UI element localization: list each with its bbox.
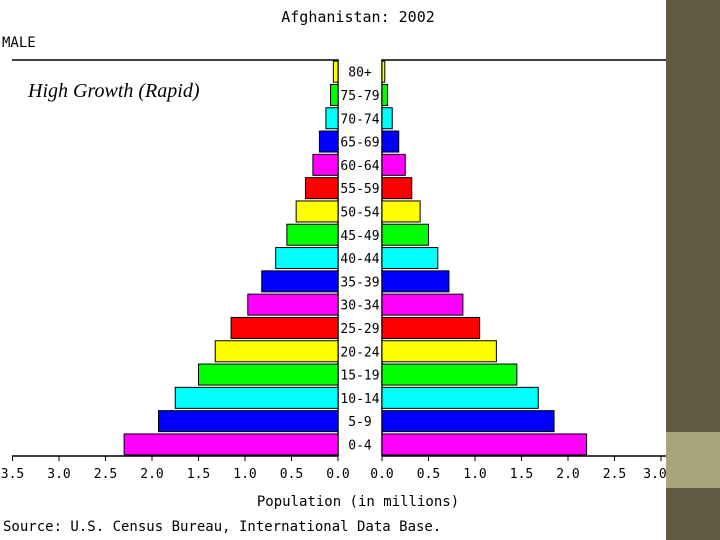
right-tick-label: 1.0 xyxy=(463,467,486,482)
female-bar-10-14 xyxy=(381,386,539,409)
female-bar-15-19 xyxy=(381,363,518,386)
male-bar-5-9 xyxy=(158,410,339,433)
left-tick-label: 2.5 xyxy=(94,467,117,482)
right-tick-label: 2.0 xyxy=(556,467,579,482)
age-label: 55-59 xyxy=(340,182,379,197)
male-bar-75-79 xyxy=(330,83,339,106)
male-bar-80+ xyxy=(332,60,339,83)
left-tick-label: 1.0 xyxy=(233,467,256,482)
age-label: 65-69 xyxy=(340,136,379,151)
age-label: 80+ xyxy=(348,66,372,81)
right-tick-label: 1.5 xyxy=(510,467,533,482)
female-bar-75-79 xyxy=(381,83,389,106)
age-group-labels: 80+ 75-79 70-74 65-69 60-64 55-59 50-54 45-49 40… xyxy=(340,66,379,454)
male-bar-35-39 xyxy=(261,270,339,293)
chart-subtitle: High Growth (Rapid) xyxy=(27,80,200,102)
right-tick-label: 2.5 xyxy=(603,467,626,482)
right-tick-label: 3.0 xyxy=(643,467,666,482)
male-bar-20-24 xyxy=(214,340,339,363)
female-bar-60-64 xyxy=(381,153,406,176)
right-tick-label: 0.5 xyxy=(417,467,440,482)
female-bars xyxy=(381,60,588,456)
female-bar-50-54 xyxy=(381,200,421,223)
male-bar-0-4 xyxy=(123,433,339,456)
female-bar-70-74 xyxy=(381,107,393,130)
age-label: 45-49 xyxy=(340,229,379,244)
age-label: 0-4 xyxy=(348,438,372,453)
male-bar-70-74 xyxy=(325,107,339,130)
male-label: MALE xyxy=(2,35,36,51)
age-label: 15-19 xyxy=(340,369,379,384)
chart-title: Afghanistan: 2002 xyxy=(281,8,435,26)
age-label: 25-29 xyxy=(340,322,379,337)
female-bar-0-4 xyxy=(381,433,588,456)
male-bar-55-59 xyxy=(304,177,339,200)
side-panel-accent xyxy=(666,432,720,488)
left-tick-label: 1.5 xyxy=(187,467,210,482)
age-label: 35-39 xyxy=(340,275,379,290)
left-tick-labels: 3.5 3.0 2.5 2.0 1.5 1.0 0.5 0.0 xyxy=(1,456,350,482)
age-label: 20-24 xyxy=(340,345,379,360)
female-bar-55-59 xyxy=(381,177,413,200)
male-bars xyxy=(123,60,339,456)
age-label: 75-79 xyxy=(340,89,379,104)
male-bar-65-69 xyxy=(318,130,339,153)
female-bar-65-69 xyxy=(381,130,400,153)
male-bar-15-19 xyxy=(198,363,339,386)
male-bar-40-44 xyxy=(275,247,339,270)
age-label: 5-9 xyxy=(348,415,371,430)
female-bar-25-29 xyxy=(381,316,481,339)
right-tick-labels: 3.0 2.5 2.0 1.5 1.0 0.5 0.0 xyxy=(370,456,667,482)
female-bar-40-44 xyxy=(381,247,439,270)
male-bar-25-29 xyxy=(230,316,339,339)
left-tick-label: 0.5 xyxy=(280,467,303,482)
male-bar-60-64 xyxy=(312,153,339,176)
source-note: Source: U.S. Census Bureau, Internationa… xyxy=(3,519,441,535)
age-label: 60-64 xyxy=(340,159,379,174)
female-bar-20-24 xyxy=(381,340,497,363)
female-bar-30-34 xyxy=(381,293,464,316)
age-label: 30-34 xyxy=(340,299,379,314)
male-bar-10-14 xyxy=(174,386,339,409)
left-tick-label: 0.0 xyxy=(326,467,349,482)
left-tick-label: 2.0 xyxy=(140,467,163,482)
male-bar-30-34 xyxy=(247,293,339,316)
female-bar-80+ xyxy=(381,60,386,83)
male-bar-50-54 xyxy=(295,200,339,223)
male-bar-45-49 xyxy=(286,223,339,246)
left-tick-label: 3.0 xyxy=(47,467,70,482)
age-label: 40-44 xyxy=(340,252,379,267)
female-bar-45-49 xyxy=(381,223,429,246)
left-tick-label: 3.5 xyxy=(1,467,24,482)
female-bar-5-9 xyxy=(381,410,555,433)
age-label: 10-14 xyxy=(340,392,379,407)
female-bar-35-39 xyxy=(381,270,450,293)
x-axis-label: Population (in millions) xyxy=(257,494,459,510)
age-label: 50-54 xyxy=(340,205,379,220)
age-label: 70-74 xyxy=(340,112,379,127)
right-tick-label: 0.0 xyxy=(370,467,393,482)
